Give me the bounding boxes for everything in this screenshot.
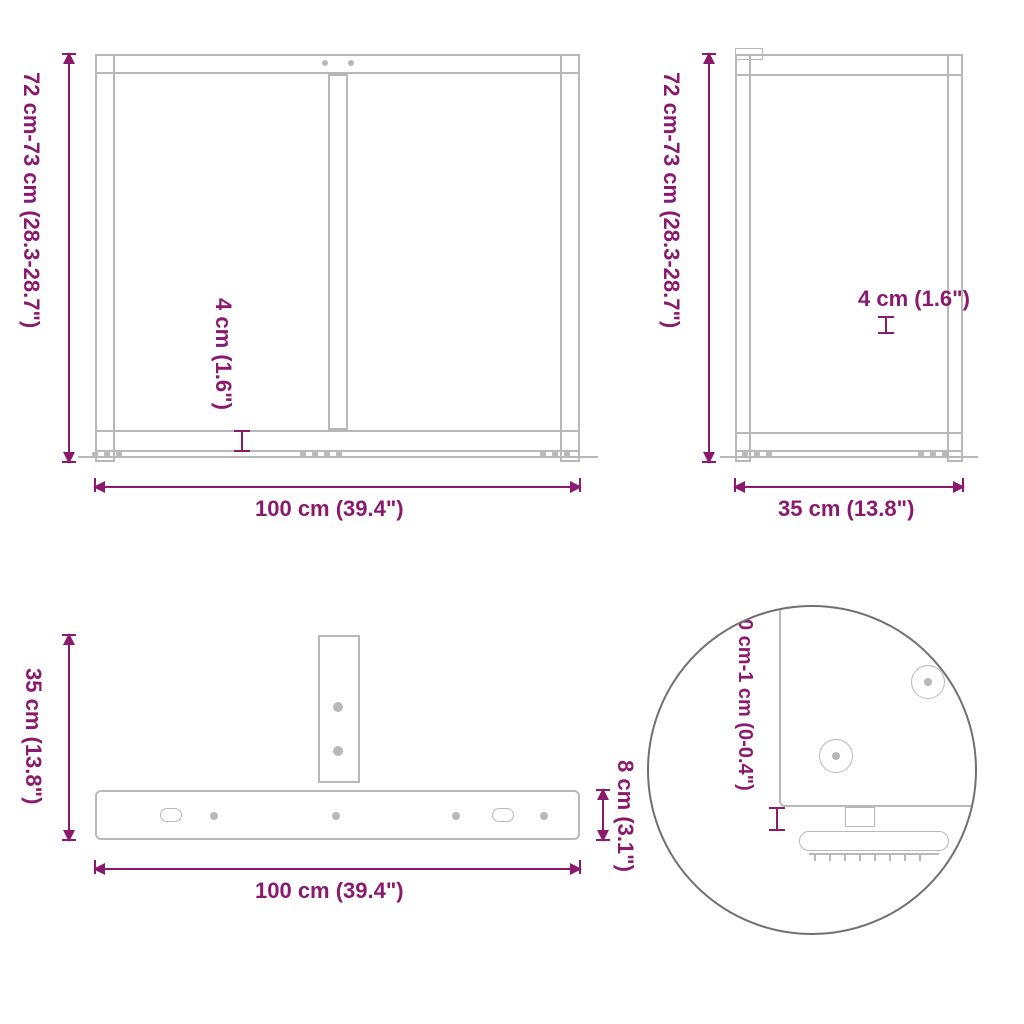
detail-adjuster-mark <box>769 807 785 831</box>
top-width-dim <box>95 868 580 870</box>
detail-adjuster-label: 0 cm-1 cm (0-0.4") <box>733 619 756 791</box>
top-width-label: 100 cm (39.4") <box>255 878 404 904</box>
front-height-dim <box>68 54 70 462</box>
front-feet-mid <box>300 452 342 456</box>
front-width-dim <box>95 486 580 488</box>
side-tube-label: 4 cm (1.6") <box>858 286 970 312</box>
side-width-label: 35 cm (13.8") <box>778 496 914 522</box>
top-depth-dim <box>68 635 70 840</box>
top-bar-label: 8 cm (3.1") <box>612 760 638 872</box>
side-feet <box>742 452 772 456</box>
side-tube-mark <box>878 316 894 334</box>
top-bar-dim <box>602 790 604 840</box>
side-height-label: 72 cm-73 cm (28.3-28.7") <box>658 72 684 328</box>
top-depth-label: 35 cm (13.8") <box>20 668 46 804</box>
side-height-dim <box>708 54 710 462</box>
side-width-dim <box>735 486 963 488</box>
front-feet-right <box>540 452 570 456</box>
detail-circle: 0 cm-1 cm (0-0.4") <box>647 605 977 935</box>
front-width-label: 100 cm (39.4") <box>255 496 404 522</box>
front-tube-mark <box>234 430 250 452</box>
front-tube-label: 4 cm (1.6") <box>210 298 236 410</box>
front-feet-left <box>92 452 122 456</box>
front-height-label: 72 cm-73 cm (28.3-28.7") <box>18 72 44 328</box>
